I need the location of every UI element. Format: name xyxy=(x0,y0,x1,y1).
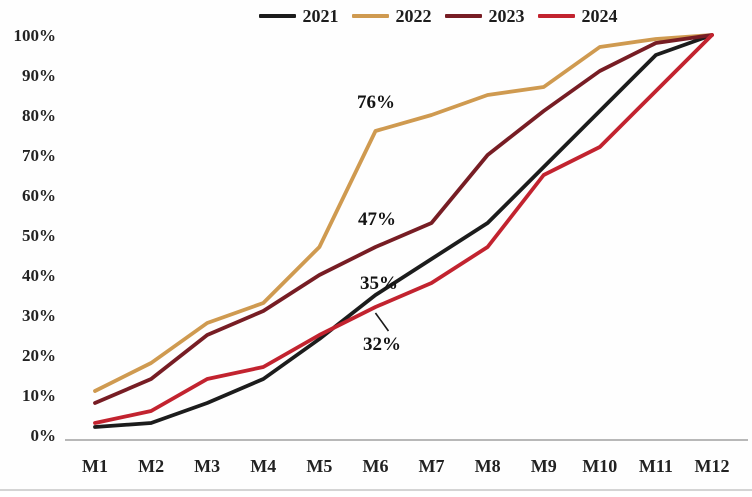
legend-swatch-2021 xyxy=(258,14,296,18)
y-tick-label: 10% xyxy=(22,386,56,405)
x-tick-label: M8 xyxy=(475,456,501,476)
x-tick-label: M1 xyxy=(82,456,108,476)
y-tick-label: 60% xyxy=(22,186,56,205)
y-tick-label: 100% xyxy=(14,26,57,45)
series-line-2021 xyxy=(93,33,714,429)
legend-item-2024: 2024 xyxy=(537,6,618,26)
x-tick-label: M5 xyxy=(306,456,332,476)
legend-item-2021: 2021 xyxy=(258,6,339,26)
y-tick-label: 40% xyxy=(22,266,56,285)
legend-label: 2024 xyxy=(581,6,618,26)
series-line-2023 xyxy=(93,33,714,405)
x-tick-label: M12 xyxy=(695,456,730,476)
y-tick-label: 20% xyxy=(22,346,56,365)
x-tick-label: M7 xyxy=(419,456,445,476)
y-tick-label: 90% xyxy=(22,66,56,85)
x-tick-label: M11 xyxy=(639,456,673,476)
legend-label: 2022 xyxy=(395,6,432,26)
series-line-2024 xyxy=(93,33,714,425)
legend-swatch-2024 xyxy=(537,14,575,18)
series-line-2022 xyxy=(93,33,714,393)
x-tick-label: M3 xyxy=(194,456,220,476)
annotation-2024-M6: 32% xyxy=(363,334,401,355)
annotation-2022-M6: 76% xyxy=(357,92,395,113)
y-tick-label: 80% xyxy=(22,106,56,125)
legend-label: 2023 xyxy=(488,6,525,26)
x-tick-label: M9 xyxy=(531,456,557,476)
legend-swatch-2023 xyxy=(444,14,482,18)
x-tick-label: M4 xyxy=(250,456,276,476)
legend-item-2023: 2023 xyxy=(444,6,525,26)
x-tick-label: M10 xyxy=(582,456,617,476)
y-tick-label: 30% xyxy=(22,306,56,325)
annotation-2023-M6: 47% xyxy=(358,209,396,230)
x-tick-label: M2 xyxy=(138,456,164,476)
legend-item-2022: 2022 xyxy=(351,6,432,26)
annotation-leader-line xyxy=(374,312,390,332)
legend-swatch-2022 xyxy=(351,14,389,18)
y-tick-label: 50% xyxy=(22,226,56,245)
y-tick-label: 0% xyxy=(31,426,57,445)
legend-label: 2021 xyxy=(302,6,339,26)
x-tick-label: M6 xyxy=(362,456,388,476)
annotation-2021-M6: 35% xyxy=(360,273,398,294)
chart-legend: 2021 2022 2023 2024 xyxy=(62,7,752,25)
y-tick-label: 70% xyxy=(22,146,56,165)
